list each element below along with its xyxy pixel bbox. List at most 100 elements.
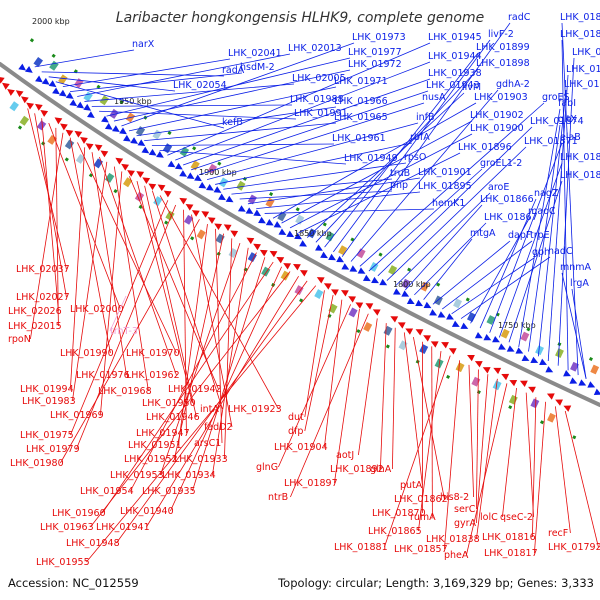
reverse-gene-arrow: [40, 109, 49, 117]
forward-gene-label: LHK_01898: [476, 58, 530, 69]
reverse-gene-label: LHK_02015: [8, 321, 62, 332]
kbp-label: 1750 kbp: [498, 321, 536, 330]
map-title: Laribacter hongkongensis HLHK9, complete…: [116, 10, 484, 26]
forward-leader-line: [183, 78, 431, 166]
feature-block: [338, 245, 348, 256]
feature-block: [295, 214, 305, 225]
reverse-gene-label: serC: [454, 504, 476, 515]
forward-gene-arrow: [539, 358, 547, 365]
reverse-gene-label: LHK_02026: [8, 306, 62, 317]
reverse-gene-arrow: [230, 230, 239, 238]
reverse-gene-arrow: [482, 367, 491, 374]
forward-gene-arrow: [87, 111, 95, 118]
forward-gene-arrow: [265, 219, 274, 226]
forward-gene-label: LHK_01880: [560, 12, 600, 23]
reverse-leader-line: [146, 275, 299, 528]
reverse-gene-arrow: [26, 102, 34, 110]
reverse-gene-label: glnG: [256, 462, 278, 473]
feature-block: [348, 307, 358, 318]
forward-gene-arrow: [156, 151, 164, 158]
forward-leader-line: [561, 22, 579, 376]
tick-mark: [119, 100, 124, 105]
reverse-gene-arrow: [467, 355, 475, 362]
reverse-gene-label: LHK_01954: [80, 486, 134, 497]
forward-gene-arrow: [18, 63, 27, 71]
reverse-leader-line: [476, 378, 498, 540]
forward-gene-labels: narX radA LHK_02054 kefB LHK_02041 hsdM-2 LHK_…: [132, 12, 600, 289]
forward-gene-arrow: [521, 354, 530, 362]
forward-leader-line: [528, 124, 561, 352]
forward-gene-arrow: [349, 265, 358, 272]
reverse-gene-label: dfp: [288, 426, 303, 437]
forward-gene-arrow: [225, 195, 234, 203]
reverse-gene-label: LHK_01897: [284, 478, 338, 489]
forward-gene-arrow: [563, 369, 571, 377]
forward-leader-line: [84, 83, 295, 102]
reverse-gene-label: LHK_01951: [128, 440, 182, 451]
forward-leader-line: [231, 178, 393, 195]
reverse-gene-arrow: [65, 129, 74, 137]
forward-leader-line: [223, 162, 407, 190]
reverse-leader-line: [431, 346, 433, 518]
feature-block: [236, 180, 246, 191]
reverse-gene-label: lolC: [480, 512, 498, 523]
forward-gene-label: LHK_01949: [344, 153, 398, 164]
forward-leader-line: [215, 142, 413, 185]
reverse-leader-line: [27, 108, 67, 270]
forward-gene-arrow: [273, 221, 282, 228]
feature-block: [36, 120, 47, 131]
reverse-gene-label: rpoN: [8, 334, 31, 345]
reverse-leader-line: [418, 350, 442, 532]
forward-gene-arrow: [218, 193, 226, 201]
reverse-leader-line: [91, 152, 127, 376]
forward-gene-label: infB: [416, 112, 435, 123]
forward-gene-label: rbfA: [410, 132, 430, 143]
feature-block: [419, 344, 429, 354]
forward-leader-line: [144, 122, 337, 142]
forward-gene-label: mtgA: [470, 228, 496, 239]
reverse-gene-arrow: [2, 82, 10, 90]
reverse-leader-line: [100, 171, 123, 416]
reverse-gene-arrow: [340, 290, 349, 297]
forward-gene-arrow: [179, 170, 188, 177]
forward-gene-arrow: [437, 311, 446, 318]
forward-gene-label: groEL1-2: [480, 158, 522, 169]
reverse-gene-label: LHK_01923: [228, 404, 282, 415]
forward-gene-arrow: [237, 205, 246, 212]
reverse-gene-arrow: [185, 204, 194, 211]
reverse-gene-arrow: [85, 143, 94, 150]
forward-leader-line: [368, 168, 483, 272]
feature-block: [294, 285, 304, 296]
forward-gene-arrow: [130, 137, 139, 144]
reverse-gene-arrow: [415, 329, 424, 336]
forward-leader-line: [561, 272, 587, 379]
forward-gene-label: livM: [462, 82, 481, 93]
forward-gene-label: LHK_02041: [228, 48, 282, 59]
forward-gene-arrow: [299, 240, 308, 247]
reverse-gene-label: recF: [548, 528, 568, 539]
reverse-leader-line: [70, 147, 86, 390]
feature-block: [328, 303, 338, 314]
feature-block: [383, 325, 393, 336]
forward-leader-line: [547, 74, 569, 362]
reverse-gene-label: LHK_01950: [142, 398, 196, 409]
reverse-leader-line: [278, 304, 352, 468]
tick-mark: [51, 53, 56, 58]
reverse-leader-line: [384, 355, 451, 548]
forward-leader-line: [91, 104, 293, 107]
reverse-gene-label: LHK_01976: [76, 370, 130, 381]
feature-block: [570, 361, 579, 372]
reverse-gene-arrow: [100, 150, 109, 158]
forward-gene-arrow: [474, 332, 483, 339]
forward-gene-label: hemK1: [432, 198, 465, 209]
reverse-gene-arrow: [223, 224, 232, 231]
reverse-gene-arrow: [423, 335, 431, 342]
forward-gene-arrow: [393, 288, 401, 295]
reverse-gene-label: LHK_01980: [10, 458, 64, 469]
forward-leader-line: [69, 72, 243, 92]
tick-mark: [407, 267, 412, 272]
reverse-gene-arrow: [15, 90, 24, 98]
reverse-gene-arrow: [397, 322, 406, 329]
forward-gene-label: gph: [532, 247, 550, 258]
reverse-gene-arrow: [430, 341, 439, 348]
